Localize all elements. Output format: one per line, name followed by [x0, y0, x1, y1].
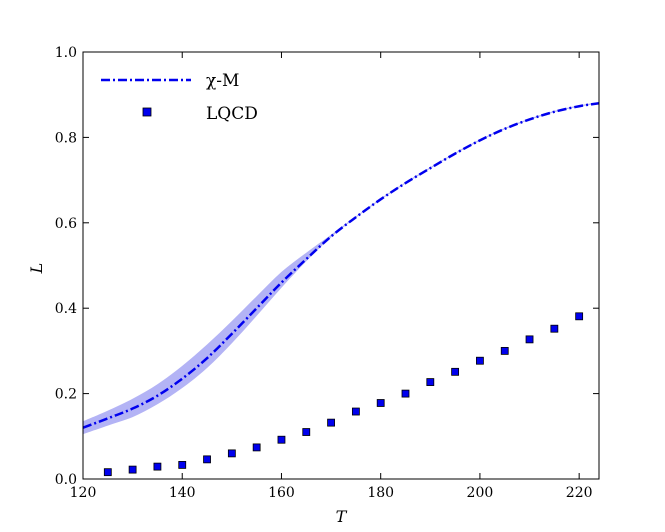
- chi-m-band: [83, 102, 599, 435]
- plot-frame: [82, 51, 600, 480]
- x-tick-label: 180: [367, 485, 394, 501]
- lqcd-point: [153, 462, 162, 471]
- lqcd-point: [252, 443, 261, 452]
- band-layer: [83, 102, 599, 435]
- y-tick-label: 1.0: [55, 45, 77, 61]
- lqcd-point: [426, 378, 435, 386]
- lqcd-point: [227, 449, 236, 458]
- lqcd-point: [203, 455, 211, 464]
- lqcd-point: [351, 407, 360, 416]
- y-tick-label: 0.6: [55, 216, 77, 232]
- lqcd-point: [302, 428, 311, 436]
- line-layer: [83, 102, 599, 429]
- lqcd-point: [525, 335, 534, 344]
- lqcd-point: [128, 465, 137, 474]
- axes-layer: [82, 51, 600, 480]
- lqcd-point: [476, 356, 484, 365]
- lqcd-point: [550, 324, 559, 333]
- lqcd-point: [500, 346, 509, 355]
- x-tick-label: 200: [467, 485, 494, 501]
- lqcd-point: [401, 389, 410, 398]
- lqcd-point: [376, 399, 385, 407]
- ticks-layer: 120 140 160 180 200 220 0.0 0.2 0.4 0.6 0.8 1.0: [55, 45, 599, 501]
- x-tick-label: 120: [70, 485, 97, 501]
- y-tick-label: 0.8: [55, 130, 77, 146]
- x-tick-label: 160: [268, 485, 295, 501]
- lqcd-point: [451, 367, 460, 376]
- lqcd-point: [575, 312, 584, 321]
- y-axis-label: L: [27, 263, 46, 275]
- legend-label-chi-m: χ-M: [206, 71, 239, 91]
- lqcd-point: [277, 435, 286, 444]
- lqcd-point: [327, 418, 335, 427]
- x-axis-label: T: [336, 507, 348, 526]
- legend-marker-lqcd: [142, 107, 152, 117]
- x-tick-label: 140: [169, 485, 196, 501]
- lqcd-point: [103, 468, 112, 477]
- legend-label-lqcd: LQCD: [206, 104, 258, 124]
- y-tick-label: 0.0: [55, 472, 77, 488]
- y-tick-label: 0.4: [55, 301, 77, 317]
- marker-layer: [103, 312, 584, 477]
- legend: χ-M LQCD: [101, 71, 258, 124]
- y-tick-label: 0.2: [55, 387, 77, 403]
- lqcd-point: [178, 461, 187, 469]
- chi-m-line: [83, 102, 599, 429]
- x-tick-label: 220: [566, 485, 593, 501]
